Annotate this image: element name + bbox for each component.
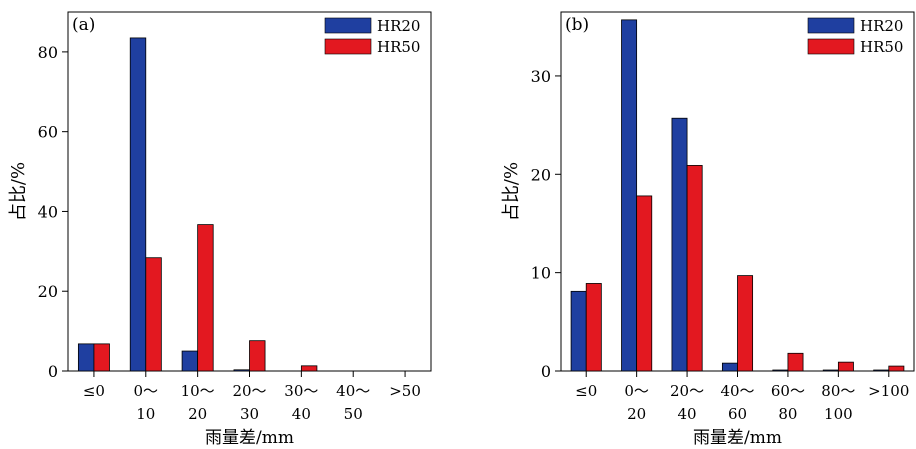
- panel-a-x-tick-label: 40～: [336, 382, 370, 400]
- panel-b-y-tick-label: 20: [531, 165, 551, 184]
- panel-b-x-tick-label: 20～: [670, 382, 704, 400]
- panel-b-x-tick-label: 40～: [720, 382, 754, 400]
- panel-a-bar-hr20: [129, 37, 147, 372]
- panel-a-x-tick-label: 10: [136, 405, 155, 423]
- panel-b-legend-label-hr20: HR20: [860, 17, 903, 35]
- panel-b-x-tick-label: ≤0: [575, 382, 597, 400]
- panel-b-y-axis-label: 占比/%: [501, 162, 522, 221]
- panel-b-legend-swatch-hr20: [807, 17, 855, 34]
- panel-a-legend-label-hr20: HR20: [377, 17, 420, 35]
- panel-b-y-tick-label: 30: [531, 67, 551, 86]
- panel-b-x-tick-label: 60: [728, 405, 747, 423]
- panel-a-x-tick-label: 20: [188, 405, 207, 423]
- panel-b-legend-swatch-hr50: [807, 38, 855, 55]
- panel-a-y-tick-label: 40: [38, 202, 58, 221]
- panel-a-bar-hr20: [77, 343, 95, 372]
- panel-a-x-tick-label: 50: [344, 405, 363, 423]
- panel-b-x-tick-label: 0～: [624, 382, 649, 400]
- panel-b-x-tick-label: 80: [778, 405, 797, 423]
- panel-b-bar-hr20: [671, 117, 688, 372]
- panel-b-bar-hr50: [636, 195, 653, 372]
- panel-a-y-tick-label: 20: [38, 282, 58, 301]
- panel-b-chart: 0 10 20 30 占比/% ≤0 0～ 20 20～ 40 40～ 60 60～ 80 80～ 100 >1…: [501, 11, 915, 448]
- panel-a-legend-swatch-hr50: [324, 38, 372, 55]
- panel-b-bar-hr50: [888, 365, 905, 372]
- panel-a-bar-hr50: [249, 340, 266, 372]
- panel-b-bar-hr50: [787, 352, 804, 372]
- panel-a-x-tick-label: 30～: [284, 382, 318, 400]
- panel-a-x-tick-label: 20～: [232, 382, 266, 400]
- panel-a-bar-hr50: [93, 343, 110, 372]
- panel-a-y-tick-label: 0: [48, 362, 58, 381]
- panel-a-plot-frame: [67, 11, 432, 372]
- panel-a-x-axis-label: 雨量差/mm: [205, 428, 294, 448]
- panel-b-x-tick-label: 40: [678, 405, 697, 423]
- panel-b-y-tick-label: 0: [541, 362, 551, 381]
- panel-a-bar-hr50: [300, 365, 318, 372]
- panel-a-chart: 0 20 40 60 80 占比/% ≤0 0～ 10 10～ 20 20～ 30 30～ 40 40～ 50 >…: [8, 11, 432, 448]
- panel-a-x-tick-label: 40: [292, 405, 311, 423]
- panel-b-x-tick-label: 20: [627, 405, 646, 423]
- panel-a-bar-hr20: [181, 350, 199, 372]
- panel-a-legend-label-hr50: HR50: [377, 38, 420, 56]
- panel-a-y-tick-label: 60: [38, 123, 58, 142]
- panel-b-bar-hr20: [822, 369, 839, 372]
- panel-b-y-tick-label: 10: [531, 264, 551, 283]
- panel-b-bar-hr50: [585, 283, 602, 372]
- panel-a-bar-hr20: [233, 369, 250, 372]
- panel-b-bar-hr20: [621, 19, 638, 372]
- panel-b-bar-hr20: [772, 369, 789, 372]
- panel-b-x-axis-label: 雨量差/mm: [693, 428, 782, 448]
- panel-a-x-tick-label: 30: [240, 405, 259, 423]
- panel-b-bar-hr20: [873, 369, 890, 372]
- panel-a-panel-label: (a): [72, 15, 95, 35]
- panel-b-bar-hr50: [837, 361, 854, 372]
- panel-a-x-tick-label: 10～: [181, 382, 215, 400]
- panel-a-bar-hr50: [197, 224, 214, 372]
- panel-b-x-tick-label: 60～: [771, 382, 805, 400]
- panel-a-x-tick-label: 0～: [134, 382, 159, 400]
- panel-a-y-axis-label: 占比/%: [8, 162, 29, 221]
- panel-b-x-tick-label: >100: [868, 382, 909, 400]
- panel-b-legend-label-hr50: HR50: [860, 38, 903, 56]
- panel-a-bar-hr50: [145, 257, 162, 372]
- panel-b-bar-hr50: [686, 165, 703, 372]
- panel-b-bar-hr50: [737, 275, 754, 372]
- panel-a-legend-swatch-hr20: [324, 17, 372, 34]
- panel-a-x-tick-label: ≤0: [83, 382, 105, 400]
- panel-a-x-tick-label: >50: [389, 382, 421, 400]
- panel-b-x-tick-label: 100: [824, 405, 853, 423]
- panel-b-bar-hr20: [721, 362, 738, 372]
- panel-a-y-tick-label: 80: [38, 43, 58, 62]
- panel-b-x-tick-label: 80～: [821, 382, 855, 400]
- panel-b-bar-hr20: [570, 290, 587, 372]
- panel-b-panel-label: (b): [565, 15, 589, 35]
